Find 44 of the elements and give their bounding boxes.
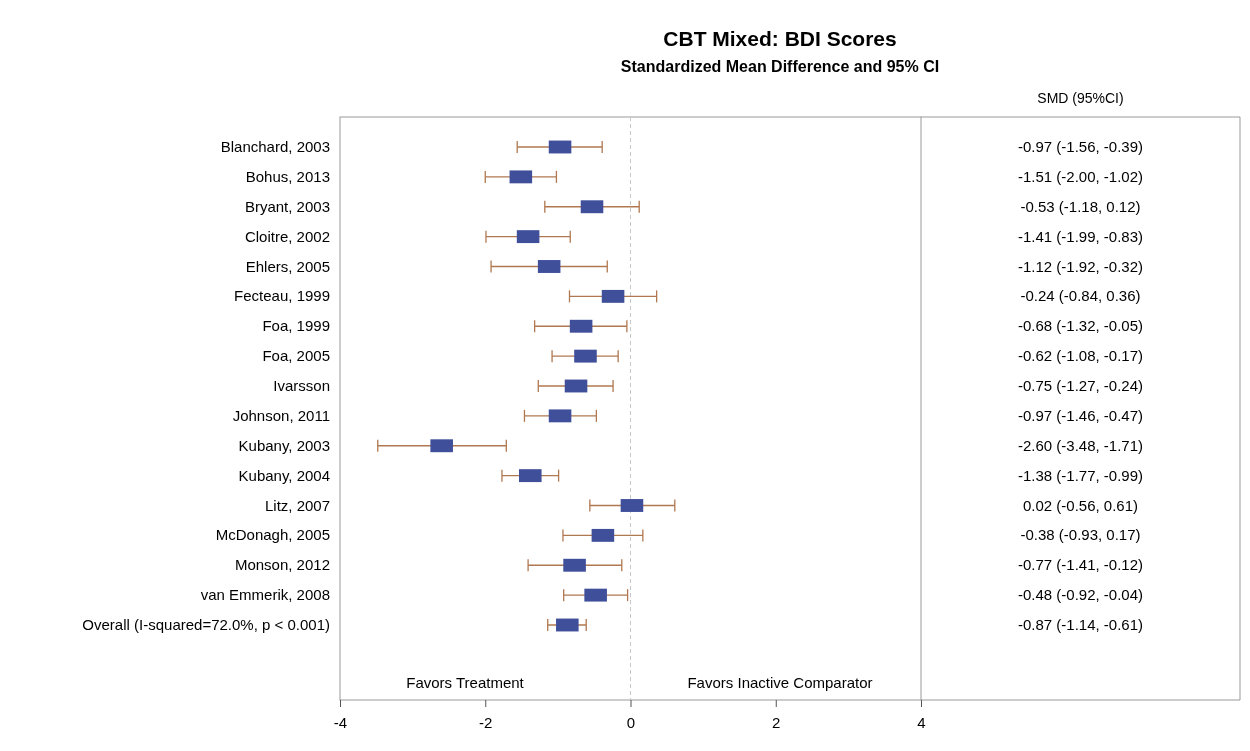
y-tick-label: Foa, 1999	[262, 317, 330, 335]
data-label: -0.24 (-0.84, 0.36)	[1020, 287, 1141, 305]
chart-subtitle: Standardized Mean Difference and 95% CI	[620, 58, 940, 75]
data-label: -0.68 (-1.32, -0.05)	[1017, 317, 1144, 335]
x-tick-label: -4	[333, 714, 348, 731]
y-tick-label: Cloitre, 2002	[244, 227, 330, 245]
x-tick-label: 0	[626, 714, 636, 731]
y-tick-label: Foa, 2005	[262, 347, 330, 365]
data-label: -0.97 (-1.46, -0.47)	[1017, 406, 1144, 424]
y-tick-label: Litz, 2007	[264, 496, 330, 514]
data-label: -2.60 (-3.48, -1.71)	[1017, 436, 1144, 454]
data-label: -1.41 (-1.99, -0.83)	[1017, 227, 1144, 245]
data-label: -1.51 (-2.00, -1.02)	[1017, 167, 1144, 185]
y-tick-label: Johnson, 2011	[232, 406, 330, 424]
y-tick-label: Fecteau, 1999	[234, 287, 330, 305]
y-tick-label: Kubany, 2004	[238, 466, 330, 484]
y-tick-label: Monson, 2012	[234, 556, 330, 574]
data-label: -0.77 (-1.41, -0.12)	[1017, 556, 1144, 574]
y-tick-label: Blanchard, 2003	[220, 138, 330, 155]
data-label: -0.53 (-1.18, 0.12)	[1020, 197, 1141, 215]
y-tick-label: Bryant, 2003	[244, 197, 330, 215]
y-tick-label: Ehlers, 2005	[245, 257, 330, 275]
y-tick-label: McDonagh, 2005	[215, 526, 330, 544]
x-tick-label: -2	[479, 714, 493, 731]
data-label: -0.48 (-0.92, -0.04)	[1017, 586, 1144, 604]
text: Favors Treatment	[406, 674, 525, 691]
data-label: -0.38 (-0.93, 0.17)	[1020, 526, 1141, 544]
data-label: -1.12 (-1.92, -0.32)	[1017, 257, 1144, 275]
y-tick-label: Kubany, 2003	[238, 436, 330, 454]
data-label: -1.38 (-1.77, -0.99)	[1017, 466, 1144, 484]
data-label: -0.87 (-1.14, -0.61)	[1017, 616, 1144, 633]
data-label: 0.02 (-0.56, 0.61)	[1022, 496, 1139, 514]
text: Favors Inactive Comparator	[687, 674, 873, 691]
data-label: -0.97 (-1.56, -0.39)	[1017, 138, 1144, 155]
chart-title: CBT Mixed: BDI Scores	[663, 27, 897, 50]
y-tick-label: van Emmerik, 2008	[200, 586, 330, 604]
x-tick-label: 4	[917, 714, 926, 731]
data-label: -0.75 (-1.27, -0.24)	[1017, 377, 1144, 394]
y-tick-label: Ivarsson	[273, 377, 330, 394]
y-tick-label: Bohus, 2013	[245, 167, 330, 185]
data-label: -0.62 (-1.08, -0.17)	[1017, 347, 1144, 365]
x-tick-label: 2	[772, 714, 781, 731]
text: SMD (95%CI)	[1037, 90, 1124, 106]
y-tick-label: Overall (I-squared=72.0%, p < 0.001)	[82, 616, 330, 633]
